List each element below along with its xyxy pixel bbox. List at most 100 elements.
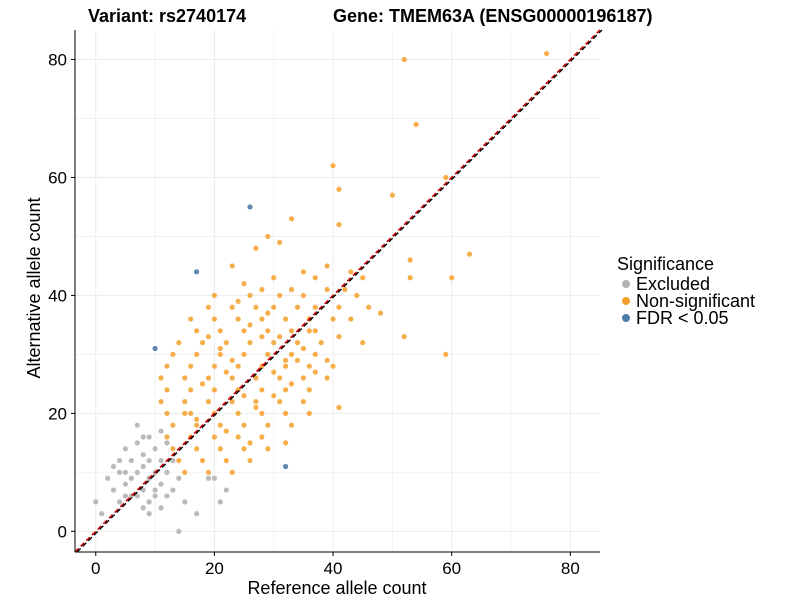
point-excluded bbox=[128, 457, 134, 464]
point-non-significant bbox=[324, 286, 330, 293]
point-non-significant bbox=[336, 304, 342, 310]
point-excluded bbox=[158, 457, 164, 464]
point-non-significant bbox=[300, 292, 306, 299]
point-excluded bbox=[158, 505, 164, 511]
point-non-significant bbox=[259, 286, 265, 293]
point-non-significant bbox=[271, 275, 277, 281]
point-non-significant bbox=[294, 304, 301, 310]
point-non-significant bbox=[199, 340, 206, 346]
point-non-significant bbox=[265, 446, 271, 452]
point-excluded bbox=[164, 440, 170, 446]
y-tick-label: 80 bbox=[48, 50, 67, 69]
point-non-significant bbox=[366, 304, 372, 310]
point-non-significant bbox=[330, 363, 336, 369]
legend: Significance Excluded Non-significant FD… bbox=[617, 254, 755, 328]
point-non-significant bbox=[300, 398, 306, 405]
legend-label-excluded: Excluded bbox=[636, 274, 710, 294]
point-non-significant bbox=[182, 410, 188, 416]
data-points bbox=[93, 50, 550, 534]
point-excluded bbox=[176, 528, 182, 534]
point-excluded bbox=[122, 469, 129, 475]
point-non-significant bbox=[223, 428, 229, 434]
point-non-significant bbox=[306, 363, 312, 369]
point-non-significant bbox=[241, 281, 247, 287]
point-non-significant bbox=[182, 375, 188, 381]
point-non-significant bbox=[360, 340, 366, 346]
point-non-significant bbox=[194, 446, 200, 452]
point-non-significant bbox=[229, 357, 235, 363]
point-non-significant bbox=[259, 410, 265, 416]
point-non-significant bbox=[288, 351, 295, 358]
point-excluded bbox=[122, 481, 129, 487]
point-non-significant bbox=[348, 269, 354, 275]
point-non-significant bbox=[312, 351, 318, 358]
point-non-significant bbox=[211, 316, 218, 322]
point-excluded bbox=[152, 493, 158, 499]
point-non-significant bbox=[265, 351, 271, 358]
point-non-significant bbox=[413, 121, 419, 127]
point-excluded bbox=[205, 475, 212, 481]
legend-label-fdr: FDR < 0.05 bbox=[636, 308, 729, 328]
point-non-significant bbox=[194, 416, 200, 422]
point-excluded bbox=[140, 452, 146, 458]
point-excluded bbox=[176, 475, 182, 481]
point-non-significant bbox=[188, 316, 194, 322]
point-excluded bbox=[158, 428, 164, 434]
point-non-significant bbox=[176, 457, 182, 464]
point-non-significant bbox=[265, 310, 271, 316]
x-tick-label: 20 bbox=[205, 559, 224, 578]
point-excluded bbox=[134, 422, 140, 428]
point-non-significant bbox=[259, 334, 265, 340]
point-non-significant bbox=[170, 351, 176, 358]
point-non-significant bbox=[235, 316, 241, 322]
point-excluded bbox=[116, 457, 123, 464]
point-non-significant bbox=[164, 363, 170, 369]
point-non-significant bbox=[312, 369, 318, 375]
point-non-significant bbox=[277, 334, 283, 340]
gene-title: Gene: TMEM63A (ENSG00000196187) bbox=[333, 6, 652, 26]
point-non-significant bbox=[205, 304, 212, 310]
point-non-significant bbox=[288, 216, 295, 222]
point-excluded bbox=[170, 457, 176, 464]
point-non-significant bbox=[336, 334, 342, 340]
point-non-significant bbox=[164, 387, 170, 393]
point-non-significant bbox=[205, 375, 212, 381]
point-non-significant bbox=[282, 316, 289, 322]
x-axis-title: Reference allele count bbox=[247, 578, 426, 598]
x-tick-label: 80 bbox=[561, 559, 580, 578]
point-non-significant bbox=[288, 328, 295, 334]
point-excluded bbox=[211, 475, 218, 481]
point-non-significant bbox=[259, 387, 265, 393]
point-non-significant bbox=[265, 422, 271, 428]
legend-key-excluded bbox=[622, 280, 630, 288]
x-tick-label: 0 bbox=[91, 559, 100, 578]
point-non-significant bbox=[443, 351, 449, 358]
point-non-significant bbox=[235, 434, 241, 440]
point-non-significant bbox=[170, 422, 176, 428]
point-non-significant bbox=[241, 328, 247, 334]
point-non-significant bbox=[194, 328, 200, 334]
x-tick-label: 60 bbox=[442, 559, 461, 578]
point-non-significant bbox=[282, 410, 289, 416]
y-tick-label: 20 bbox=[48, 404, 67, 423]
point-non-significant bbox=[271, 304, 277, 310]
point-non-significant bbox=[336, 186, 342, 192]
point-non-significant bbox=[288, 422, 295, 428]
point-non-significant bbox=[211, 387, 218, 393]
point-excluded bbox=[116, 469, 123, 475]
point-non-significant bbox=[282, 363, 289, 369]
point-non-significant bbox=[199, 381, 206, 387]
y-tick-label: 0 bbox=[58, 522, 67, 541]
point-non-significant bbox=[407, 257, 413, 263]
point-fdr bbox=[247, 204, 253, 210]
point-non-significant bbox=[282, 440, 289, 446]
point-non-significant bbox=[360, 275, 366, 281]
point-non-significant bbox=[377, 310, 384, 316]
point-non-significant bbox=[182, 469, 188, 475]
point-non-significant bbox=[330, 316, 336, 322]
point-non-significant bbox=[170, 446, 176, 452]
point-non-significant bbox=[223, 369, 229, 375]
point-excluded bbox=[146, 499, 152, 505]
point-fdr bbox=[152, 345, 158, 352]
